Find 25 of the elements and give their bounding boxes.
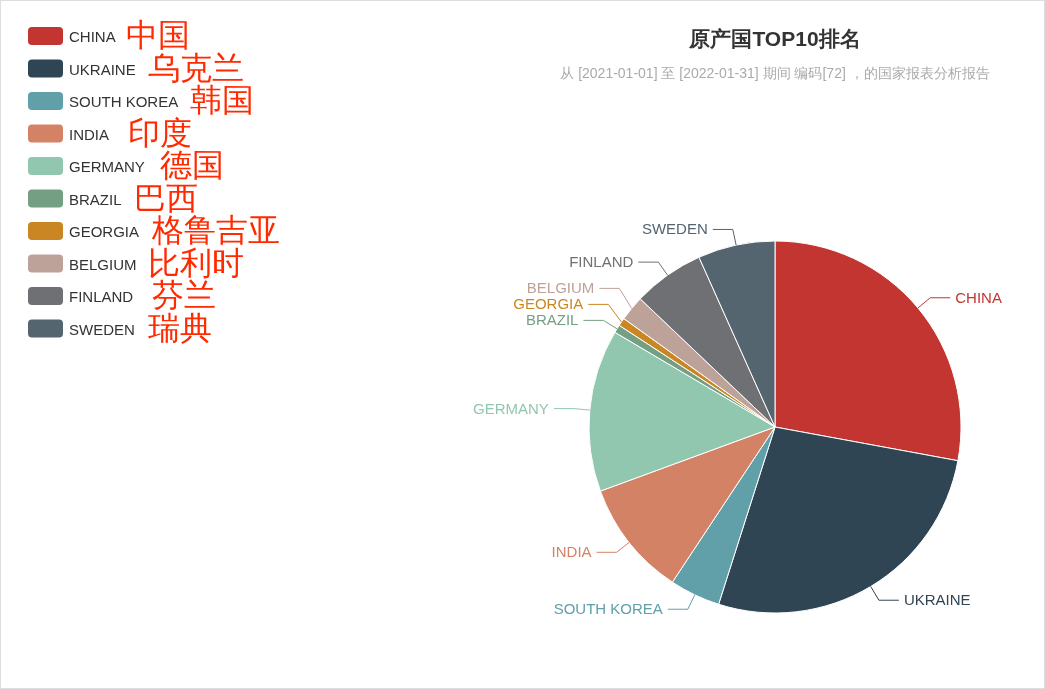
slice-label: UKRAINE <box>903 591 971 609</box>
text: 从 [2021-01-01] 至 [2022-01-31] 期间 编码[72] ，的国家报表分析报告 <box>560 65 990 81</box>
slice-label: SWEDEN <box>641 220 708 238</box>
legend-label: CHINA <box>69 28 116 45</box>
text: 瑞典 <box>148 309 212 346</box>
legend-label: BRAZIL <box>69 190 122 208</box>
slice-label: BELGIUM <box>526 279 595 297</box>
text: 中国 <box>126 17 190 53</box>
slice-label: SOUTH KOREA <box>553 600 663 618</box>
slice-label: GEORGIA <box>513 295 584 313</box>
chart-title: 原产国TOP10排名 <box>688 27 861 50</box>
legend-label: SWEDEN <box>69 320 135 338</box>
legend-label: BELGIUM <box>69 255 137 273</box>
slice-label: INDIA <box>551 543 592 561</box>
legend-label: SOUTH KOREA <box>69 93 179 110</box>
legend-label: FINLAND <box>69 288 134 305</box>
text: 格鲁吉亚 <box>151 212 280 248</box>
legend-label: GEORGIA <box>69 223 140 240</box>
legend-label: INDIA <box>69 125 110 143</box>
slice-label: GERMANY <box>472 399 549 417</box>
slice-label: FINLAND <box>569 253 634 271</box>
slice-label: BRAZIL <box>525 311 579 329</box>
slice-label: CHINA <box>955 288 1002 306</box>
legend-label: GERMANY <box>69 158 145 175</box>
legend-label: UKRAINE <box>69 60 136 78</box>
